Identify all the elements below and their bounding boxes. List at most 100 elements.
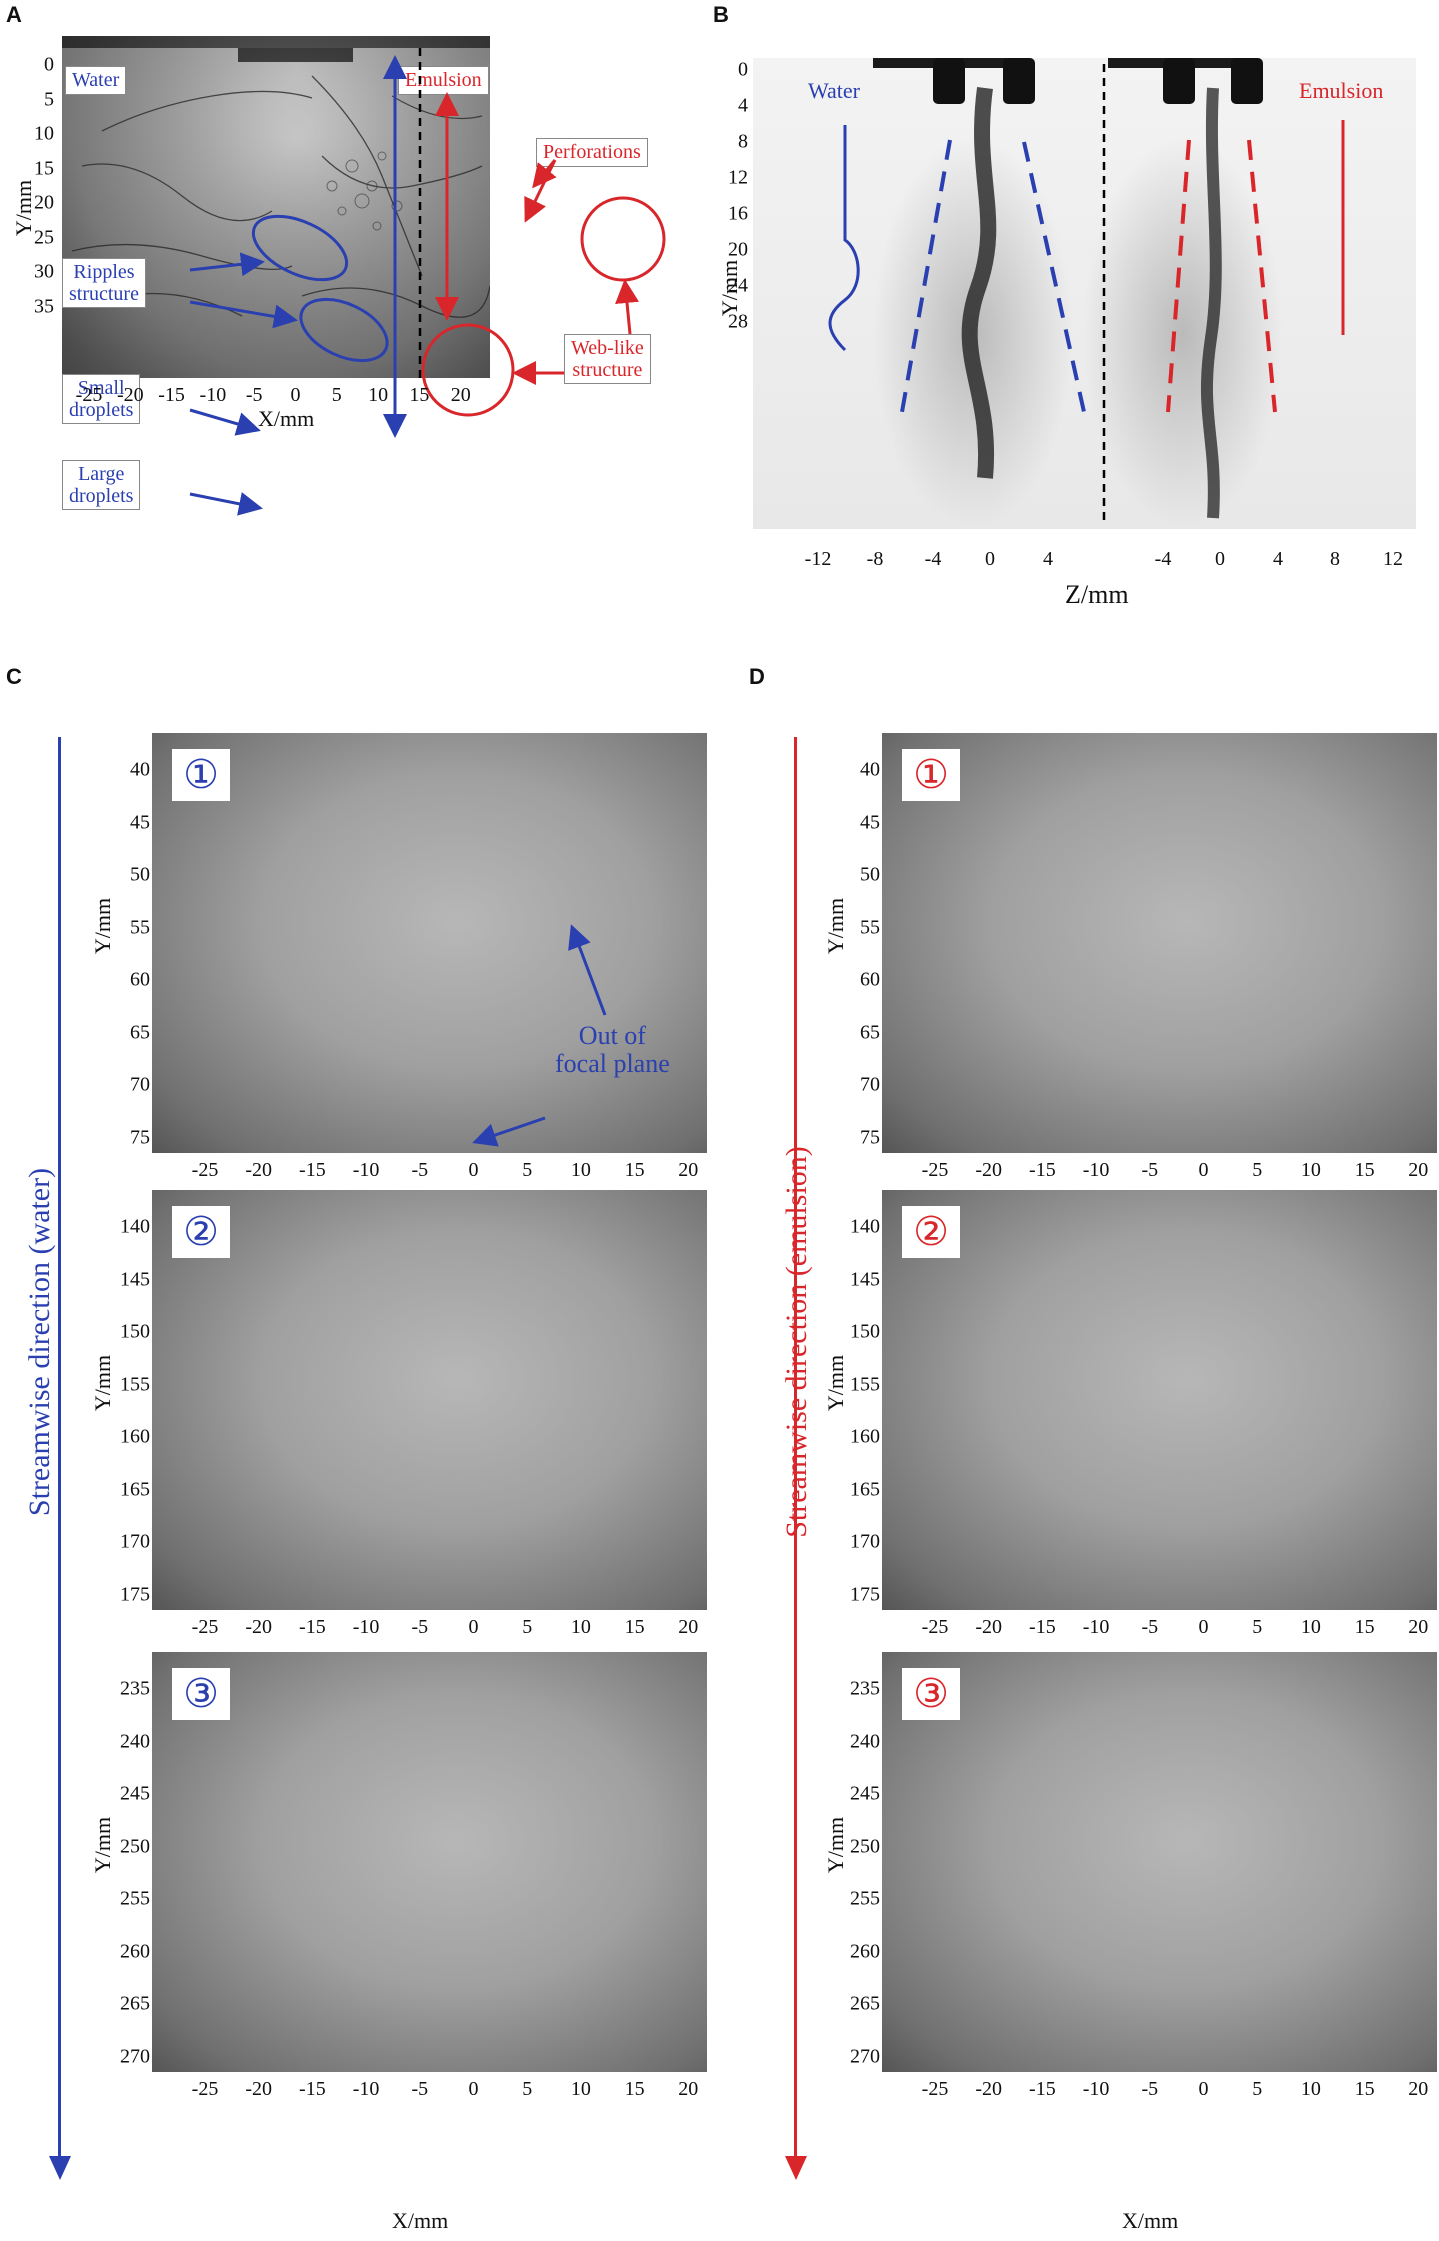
panel-d-ytick: 240 (850, 1730, 880, 1752)
small-droplets-label: Small droplets (62, 374, 141, 424)
web-like-label: Web-like structure (564, 334, 651, 384)
panel-c-ytick: 170 (120, 1530, 150, 1553)
panel-d-xtick: -10 (1082, 1159, 1110, 1181)
panel-a-label: A (6, 2, 22, 27)
panel-b-ytick: 8 (738, 130, 748, 153)
panel-a-ytick: 5 (44, 88, 54, 110)
panel-c-label: C (6, 664, 22, 689)
panel-b-ytick: 24 (728, 274, 748, 297)
panel-c-ytick: 270 (120, 2045, 150, 2067)
panel-a-ytick: 15 (34, 157, 54, 179)
ripples-label: Ripples structure (62, 258, 146, 308)
panel-c-ytick: 45 (130, 811, 150, 833)
panel-a-xtick: -5 (245, 384, 263, 406)
panel-c-xtick: -10 (352, 1159, 380, 1181)
out-of-focal-plane-label: Out of focal plane (555, 1021, 670, 1078)
panel-c-ytick: 235 (120, 1677, 150, 1700)
panel-d-ytick: 235 (850, 1677, 880, 1700)
panel-d-xtick: 20 (1408, 1616, 1429, 1638)
panel-b-xtick: -4 (1154, 548, 1172, 570)
panel-d-ytick: 60 (860, 968, 880, 991)
panel-a-xtick: -25 (75, 384, 103, 406)
panel-c-ytick: 145 (120, 1268, 150, 1290)
panel-b-xlabel: Z/mm (1065, 580, 1129, 609)
panel-b-xtick: 0 (985, 548, 995, 570)
panel-c-sub3-image (152, 1652, 707, 2072)
panel-c-ytick: 250 (120, 1835, 150, 1857)
panel-c-xtick: 15 (624, 2078, 645, 2100)
panel-c-stream-arrowhead (49, 2156, 71, 2180)
panel-c-xtick: -20 (245, 2078, 273, 2100)
panel-d-ytick: 70 (860, 1073, 880, 1096)
panel-d-xtick: -15 (1029, 1159, 1056, 1181)
panel-c-xtick: -15 (299, 1616, 326, 1638)
panel-b-xtick: 4 (1273, 548, 1283, 570)
panel-c-ytick: 140 (120, 1215, 150, 1238)
panel-d-xtick: -25 (921, 2078, 949, 2100)
panel-a-ytick: 35 (34, 295, 54, 317)
panel-d-xtick: -20 (975, 1159, 1003, 1181)
panel-c-ytick: 260 (120, 1940, 150, 1962)
panel-d-stream-arrowhead (785, 2156, 807, 2180)
panel-c-ylabel: Y/mm (90, 897, 116, 955)
panel-c-xtick: -25 (191, 1159, 219, 1181)
panel-c-xtick: -5 (411, 1159, 429, 1181)
panel-d-xtick: 10 (1300, 1616, 1321, 1638)
panel-d-xtick: -10 (1082, 1616, 1110, 1638)
panel-c-xtick: 20 (678, 1616, 699, 1638)
panel-a-emulsion-box: Emulsion (398, 66, 489, 95)
panel-b-xtick: -12 (804, 548, 832, 570)
panel-c-xtick: 5 (522, 2078, 533, 2100)
panel-d-xtick: 5 (1252, 2078, 1263, 2100)
panel-c-ytick: 175 (120, 1583, 150, 1605)
panel-c-sub1-number: ① (172, 749, 230, 801)
panel-c-xtick: -25 (191, 2078, 219, 2100)
panel-d-xtick: 0 (1198, 2078, 1209, 2100)
panel-d-sub1-image (882, 733, 1437, 1153)
panel-d-ytick: 65 (860, 1021, 880, 1043)
panel-d-xtick: 5 (1252, 1159, 1263, 1181)
panel-d-ytick: 75 (860, 1126, 880, 1148)
panel-c-xtick: -20 (245, 1616, 273, 1638)
panel-c-ytick: 40 (130, 758, 150, 781)
panel-c-sub1-image (152, 733, 707, 1153)
panel-c-xtick: 15 (624, 1159, 645, 1181)
panel-d-sub2-number: ② (902, 1206, 960, 1258)
panel-c-xtick: -15 (299, 1159, 326, 1181)
panel-c-ylabel: Y/mm (90, 1816, 116, 1874)
panel-d-xtick: -10 (1082, 2078, 1110, 2100)
panel-d-sub3-image (882, 1652, 1437, 2072)
panel-d-label: D (749, 664, 765, 689)
panel-d-xtick: 10 (1300, 2078, 1321, 2100)
panel-a-water-box: Water (65, 66, 127, 95)
panel-a-xtick: 20 (450, 384, 471, 406)
panel-b-image (753, 58, 1416, 529)
panel-d-xtick: -15 (1029, 1616, 1056, 1638)
panel-c-xtick: 20 (678, 1159, 699, 1181)
panel-b-ytick: 16 (728, 202, 748, 225)
panel-b-emulsion-label: Emulsion (1299, 78, 1384, 103)
panel-a-ytick: 30 (34, 260, 54, 283)
panel-d-sub2-image (882, 1190, 1437, 1610)
panel-a-ytick: 0 (44, 53, 54, 76)
panel-d-ylabel: Y/mm (823, 1816, 849, 1874)
panel-c-xtick: -10 (352, 2078, 380, 2100)
panel-c-xtick: 10 (570, 1159, 591, 1181)
panel-d-ytick: 40 (860, 758, 880, 781)
panel-d-stream-label: Streamwise direction (emulsion) (780, 1146, 813, 1538)
panel-d-ytick: 260 (850, 1940, 880, 1962)
panel-d-xtick: 15 (1354, 1616, 1375, 1638)
panel-c-sub3-number: ③ (172, 1668, 230, 1720)
panel-d-ytick: 270 (850, 2045, 880, 2067)
panel-d-xtick: 0 (1198, 1616, 1209, 1638)
panel-c-ytick: 265 (120, 1992, 150, 2015)
panel-d-xtick: 20 (1408, 1159, 1429, 1181)
panel-d-ytick: 245 (850, 1782, 880, 1805)
panel-c-ytick: 70 (130, 1073, 150, 1096)
panel-d-xtick: -5 (1141, 1616, 1159, 1638)
panel-c-ytick: 255 (120, 1887, 150, 1910)
panel-b-texture (873, 58, 1283, 528)
panel-d-ytick: 50 (860, 863, 880, 886)
panel-c-ytick: 60 (130, 968, 150, 991)
panel-d-xtick: -25 (921, 1159, 949, 1181)
